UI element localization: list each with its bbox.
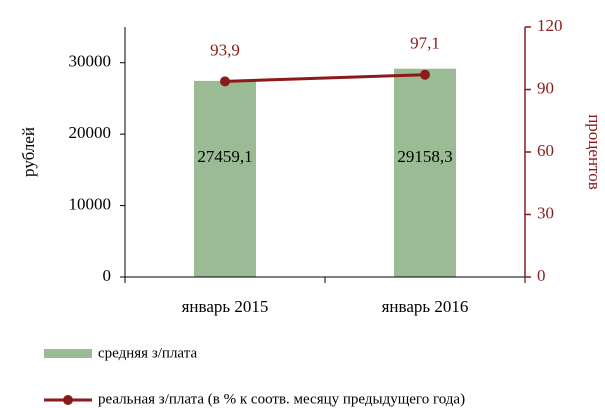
line-marker [220, 76, 230, 87]
y-tick-label: 30000 [69, 52, 112, 71]
y2-axis-label: процентов [585, 114, 604, 190]
bar-value-label: 29158,3 [397, 147, 452, 166]
y-tick-label: 20000 [69, 123, 112, 142]
bar-value-label: 27459,1 [197, 147, 252, 166]
bar [394, 68, 456, 277]
y2-tick-label: 0 [537, 266, 546, 285]
y-tick-label: 0 [103, 266, 112, 285]
bar [194, 80, 256, 277]
legend-label: средняя з/плата [98, 345, 197, 361]
line-value-label: 93,9 [210, 40, 240, 59]
legend-label: реальная з/плата (в % к соотв. месяцу пр… [98, 391, 465, 407]
line-marker [420, 69, 430, 80]
x-tick-label: январь 2015 [182, 297, 269, 316]
y-tick-label: 10000 [69, 194, 112, 213]
line-value-label: 97,1 [410, 34, 440, 53]
y2-tick-label: 30 [537, 203, 554, 222]
y2-tick-label: 120 [537, 16, 563, 35]
y-axis-label: рублей [19, 127, 38, 177]
legend-swatch [63, 395, 73, 405]
y2-tick-label: 60 [537, 141, 554, 160]
x-tick-label: январь 2016 [382, 297, 469, 316]
line [224, 73, 426, 83]
legend-swatch [44, 349, 92, 358]
y2-tick-label: 90 [537, 78, 554, 97]
